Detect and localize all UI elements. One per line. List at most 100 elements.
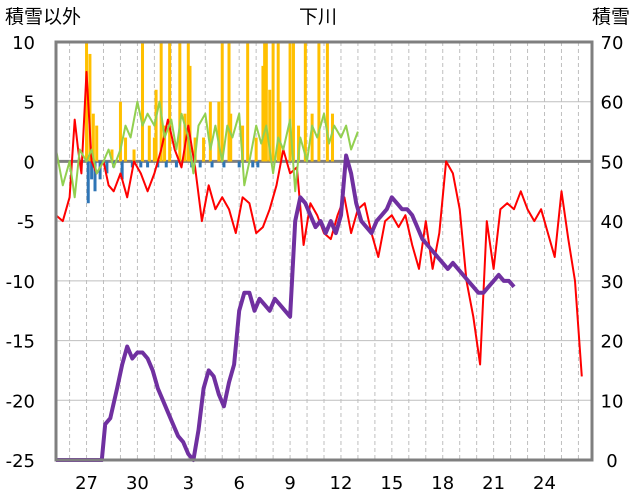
x-tick: 3 — [183, 473, 194, 494]
bar — [163, 125, 167, 162]
bar — [246, 42, 250, 162]
y-tick-right: 60 — [601, 93, 624, 114]
y-tick-left: -20 — [6, 391, 35, 412]
bar — [146, 161, 150, 168]
bar — [237, 161, 241, 168]
bar — [276, 42, 280, 162]
left-axis-label: 積雪以外 — [5, 6, 81, 28]
bars-layer — [85, 42, 334, 204]
chart-title: 下川 — [299, 6, 337, 28]
bar — [90, 161, 94, 180]
bar — [288, 42, 292, 162]
bar — [120, 161, 124, 180]
y-tick-right: 40 — [601, 212, 624, 233]
x-tick: 27 — [75, 473, 98, 494]
bar — [178, 42, 182, 162]
y-tick-right: 0 — [606, 451, 617, 472]
grid — [56, 41, 592, 461]
y-axis-right: 70 60 50 40 30 20 10 0 — [601, 33, 624, 472]
y-tick-left: -10 — [6, 272, 35, 293]
y-tick-right: 20 — [601, 332, 624, 353]
bar — [105, 161, 109, 174]
bar — [118, 101, 122, 162]
bar — [241, 125, 245, 162]
y-tick-right: 50 — [601, 152, 624, 173]
x-tick: 12 — [330, 473, 353, 494]
y-tick-left: -15 — [6, 332, 35, 353]
bar — [217, 101, 221, 162]
x-tick: 24 — [533, 473, 556, 494]
bar — [88, 53, 92, 162]
bar — [85, 42, 89, 162]
bar — [251, 161, 255, 168]
bar — [202, 137, 206, 162]
y-tick-left: 5 — [24, 93, 35, 114]
bar — [93, 161, 97, 192]
y-tick-left: 0 — [24, 152, 35, 173]
lines-layer — [55, 70, 583, 462]
bar — [256, 161, 260, 168]
bar — [168, 42, 172, 162]
x-tick: 21 — [482, 473, 505, 494]
series-line — [55, 100, 359, 199]
y-axis-left: 10 5 0 -5 -10 -15 -20 -25 — [6, 33, 35, 472]
bar — [183, 113, 187, 162]
bar — [220, 42, 224, 162]
bar — [154, 89, 158, 162]
bar — [210, 161, 214, 168]
bar — [229, 113, 233, 162]
bar — [297, 125, 301, 162]
bar — [130, 161, 134, 168]
y-tick-right: 30 — [601, 272, 624, 293]
bar — [227, 42, 231, 162]
bar — [325, 42, 329, 162]
bar — [330, 113, 334, 162]
bar — [268, 89, 272, 162]
bar — [98, 161, 102, 180]
bar — [186, 42, 190, 162]
x-tick: 15 — [380, 473, 403, 494]
bar — [86, 161, 90, 204]
bar — [91, 113, 95, 162]
bar — [222, 161, 226, 168]
bar — [124, 137, 128, 162]
x-tick: 6 — [233, 473, 244, 494]
bar — [164, 161, 168, 168]
bar — [95, 125, 99, 162]
bar — [110, 149, 114, 162]
bar — [132, 149, 136, 162]
bar — [152, 137, 156, 162]
y-tick-left: -5 — [17, 212, 35, 233]
right-axis-label: 積雪 — [592, 6, 630, 28]
bar — [261, 65, 265, 162]
y-tick-left: 10 — [12, 33, 35, 54]
y-tick-right: 70 — [601, 33, 624, 54]
bar — [147, 125, 151, 162]
bar — [278, 101, 282, 162]
bar — [263, 42, 267, 162]
x-tick: 30 — [126, 473, 149, 494]
plot-frame — [54, 40, 594, 462]
series-line — [56, 153, 516, 462]
y-tick-right: 10 — [601, 391, 624, 412]
bar — [317, 42, 321, 162]
bar — [159, 42, 163, 162]
bar — [264, 42, 268, 162]
series-line — [55, 70, 583, 377]
bar — [198, 161, 202, 168]
bar — [254, 137, 258, 162]
bar — [208, 101, 212, 162]
bar — [310, 113, 314, 162]
bar — [139, 161, 143, 168]
x-tick: 18 — [431, 473, 454, 494]
bar — [291, 42, 295, 162]
x-axis: 27 30 3 6 9 12 15 18 21 24 — [75, 473, 556, 494]
y-tick-left: -25 — [6, 451, 35, 472]
bar — [303, 42, 307, 162]
bar — [174, 161, 178, 168]
bar — [141, 42, 145, 162]
bar — [271, 42, 275, 162]
x-tick: 9 — [284, 473, 295, 494]
bar — [188, 65, 192, 162]
